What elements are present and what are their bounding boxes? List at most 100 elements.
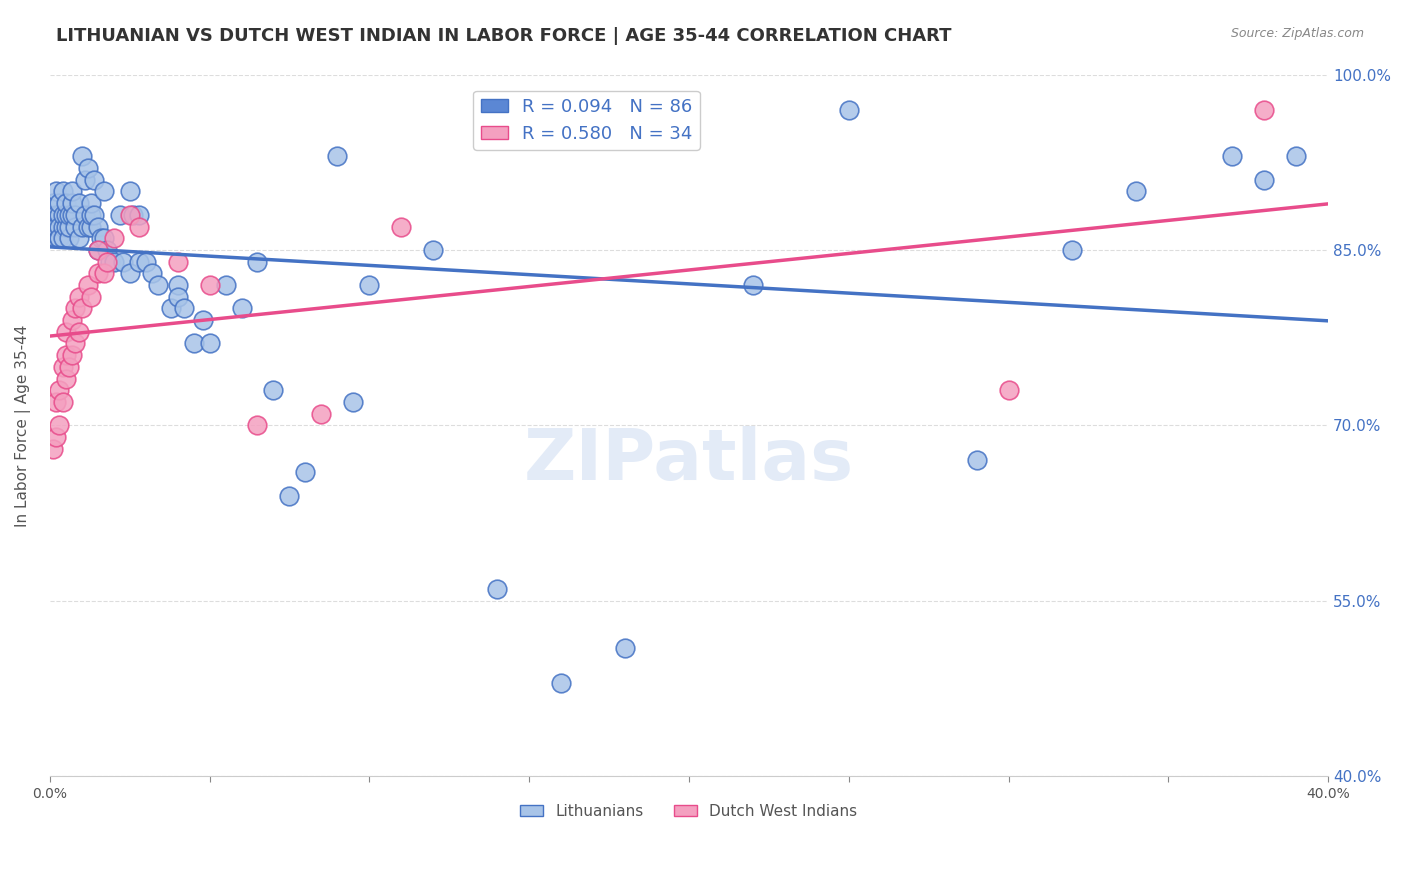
Point [741,278,763,293]
Point [112,254,135,268]
Point [73,173,96,187]
Point [128,219,150,234]
Point [42,196,65,211]
Point [48,231,70,245]
Point [118,208,141,222]
Point [1125,185,1147,199]
Point [70,149,93,163]
Point [342,395,364,409]
Point [183,336,205,351]
Point [55,208,77,222]
Point [67,325,90,339]
Point [166,254,188,268]
Point [42,208,65,222]
Point [55,348,77,362]
Point [73,208,96,222]
Point [86,243,108,257]
Point [77,219,100,234]
Point [45,231,67,245]
Point [70,219,93,234]
Point [486,582,509,596]
Point [86,219,108,234]
Point [93,231,115,245]
Point [118,185,141,199]
Point [231,301,253,316]
Point [45,219,67,234]
Point [263,384,285,398]
Point [128,254,150,268]
Point [80,196,103,211]
Point [45,208,67,222]
Point [55,325,77,339]
Point [51,185,73,199]
Point [128,208,150,222]
Point [198,278,221,293]
Point [58,208,80,222]
Point [118,266,141,280]
Y-axis label: In Labor Force | Age 35-44: In Labor Force | Age 35-44 [15,324,31,526]
Point [214,278,236,293]
Point [65,336,87,351]
Point [278,489,301,503]
Point [67,231,90,245]
Point [60,196,83,211]
Point [246,254,269,268]
Point [294,465,316,479]
Point [86,266,108,280]
Point [45,395,67,409]
Point [60,208,83,222]
Point [58,231,80,245]
Point [55,219,77,234]
Point [48,418,70,433]
Point [550,675,572,690]
Point [100,254,122,268]
Point [93,266,115,280]
Point [246,418,269,433]
Point [48,219,70,234]
Point [198,336,221,351]
Point [65,301,87,316]
Point [93,185,115,199]
Point [42,219,65,234]
Point [103,254,125,268]
Point [96,254,118,268]
Legend: Lithuanians, Dutch West Indians: Lithuanians, Dutch West Indians [515,797,863,825]
Point [55,196,77,211]
Point [326,149,349,163]
Point [42,442,65,456]
Point [166,290,188,304]
Point [311,407,333,421]
Point [148,278,170,293]
Point [48,208,70,222]
Point [997,384,1019,398]
Point [58,219,80,234]
Point [48,196,70,211]
Point [86,243,108,257]
Point [80,290,103,304]
Point [48,231,70,245]
Point [45,185,67,199]
Point [45,430,67,444]
Point [160,301,183,316]
Point [1062,243,1084,257]
Point [51,395,73,409]
Point [614,640,637,655]
Point [141,266,163,280]
Point [173,301,195,316]
Point [60,348,83,362]
Point [80,208,103,222]
Point [51,359,73,374]
Point [1285,149,1308,163]
Point [1253,173,1275,187]
Point [135,254,157,268]
Point [166,278,188,293]
Point [1253,103,1275,117]
Point [191,313,214,327]
Point [838,103,860,117]
Point [121,208,143,222]
Point [60,313,83,327]
Point [70,301,93,316]
Point [77,278,100,293]
Point [83,173,105,187]
Point [103,231,125,245]
